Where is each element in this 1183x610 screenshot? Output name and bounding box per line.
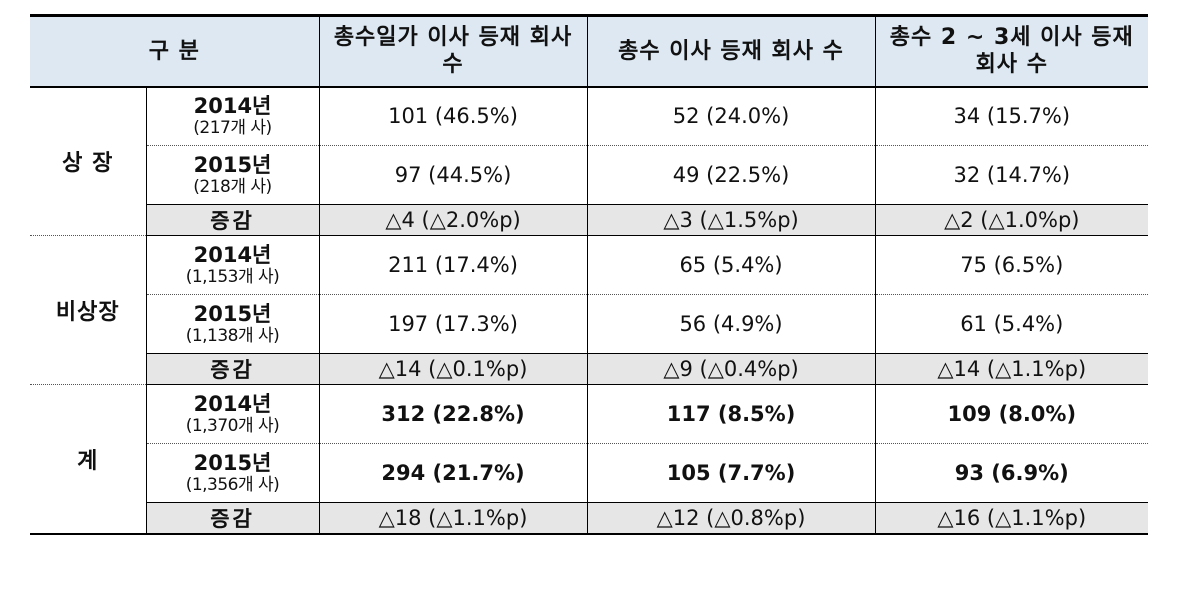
company-count: (218개 사) bbox=[193, 176, 272, 197]
value-cell: 294 (21.7%) bbox=[319, 443, 588, 503]
value-cell: 93 (6.9%) bbox=[875, 443, 1149, 503]
year-cell: 2014년 (1,370개 사) bbox=[146, 384, 320, 444]
value-cell: 32 (14.7%) bbox=[875, 145, 1149, 205]
value-cell: 101 (46.5%) bbox=[319, 86, 588, 146]
change-label: 증감 bbox=[146, 502, 320, 535]
change-cell: △16 (△1.1%p) bbox=[875, 502, 1149, 535]
change-cell: △3 (△1.5%p) bbox=[587, 204, 876, 236]
value-cell: 56 (4.9%) bbox=[587, 294, 876, 354]
header-heirs: 총수 2 ~ 3세 이사 등재 회사 수 bbox=[875, 14, 1149, 88]
group-label-total: 계 bbox=[30, 384, 147, 535]
year-label: 2015년 bbox=[193, 152, 272, 177]
table-row: 2015년 (1,356개 사) 294 (21.7%) 105 (7.7%) 9… bbox=[30, 443, 1149, 503]
change-cell: △12 (△0.8%p) bbox=[587, 502, 876, 535]
company-count: (1,356개 사) bbox=[185, 474, 280, 495]
year-label: 2015년 bbox=[193, 301, 272, 326]
change-cell: △14 (△0.1%p) bbox=[319, 353, 588, 385]
group-label-listed: 상 장 bbox=[30, 86, 147, 236]
change-row: 증감 △18 (△1.1%p) △12 (△0.8%p) △16 (△1.1%p… bbox=[30, 502, 1149, 535]
value-cell: 97 (44.5%) bbox=[319, 145, 588, 205]
value-cell: 34 (15.7%) bbox=[875, 86, 1149, 146]
value-cell: 75 (6.5%) bbox=[875, 235, 1149, 295]
change-label: 증감 bbox=[146, 204, 320, 236]
year-label: 2015년 bbox=[193, 450, 272, 475]
change-cell: △14 (△1.1%p) bbox=[875, 353, 1149, 385]
table-container: 구 분 총수일가 이사 등재 회사 수 총수 이사 등재 회사 수 총수 2 ~… bbox=[30, 14, 1149, 535]
value-cell: 197 (17.3%) bbox=[319, 294, 588, 354]
value-cell: 117 (8.5%) bbox=[587, 384, 876, 444]
company-count: (217개 사) bbox=[193, 117, 272, 138]
change-cell: △9 (△0.4%p) bbox=[587, 353, 876, 385]
value-cell: 65 (5.4%) bbox=[587, 235, 876, 295]
header-owner: 총수 이사 등재 회사 수 bbox=[587, 14, 876, 88]
director-registration-table: 구 분 총수일가 이사 등재 회사 수 총수 이사 등재 회사 수 총수 2 ~… bbox=[30, 14, 1149, 535]
year-cell: 2015년 (218개 사) bbox=[146, 145, 320, 205]
value-cell: 52 (24.0%) bbox=[587, 86, 876, 146]
header-owner-family: 총수일가 이사 등재 회사 수 bbox=[319, 14, 588, 88]
company-count: (1,370개 사) bbox=[185, 415, 280, 436]
change-cell: △2 (△1.0%p) bbox=[875, 204, 1149, 236]
year-cell: 2014년 (1,153개 사) bbox=[146, 235, 320, 295]
table-row: 상 장 2014년 (217개 사) 101 (46.5%) 52 (24.0%)… bbox=[30, 86, 1149, 236]
year-cell: 2015년 (1,138개 사) bbox=[146, 294, 320, 354]
value-cell: 61 (5.4%) bbox=[875, 294, 1149, 354]
change-label: 증감 bbox=[146, 353, 320, 385]
group-label-unlisted: 비상장 bbox=[30, 235, 147, 385]
company-count: (1,138개 사) bbox=[185, 325, 280, 346]
value-cell: 312 (22.8%) bbox=[319, 384, 588, 444]
value-cell: 105 (7.7%) bbox=[587, 443, 876, 503]
table-row: 2015년 (1,138개 사) 197 (17.3%) 56 (4.9%) 61… bbox=[30, 294, 1149, 354]
year-label: 2014년 bbox=[193, 391, 272, 416]
change-cell: △4 (△2.0%p) bbox=[319, 204, 588, 236]
company-count: (1,153개 사) bbox=[185, 266, 280, 287]
value-cell: 109 (8.0%) bbox=[875, 384, 1149, 444]
header-row: 구 분 총수일가 이사 등재 회사 수 총수 이사 등재 회사 수 총수 2 ~… bbox=[30, 14, 1149, 88]
value-cell: 211 (17.4%) bbox=[319, 235, 588, 295]
change-row: 증감 △14 (△0.1%p) △9 (△0.4%p) △14 (△1.1%p) bbox=[30, 353, 1149, 385]
value-cell: 49 (22.5%) bbox=[587, 145, 876, 205]
year-cell: 2015년 (1,356개 사) bbox=[146, 443, 320, 503]
change-row: 증감 △4 (△2.0%p) △3 (△1.5%p) △2 (△1.0%p) bbox=[30, 204, 1149, 236]
year-label: 2014년 bbox=[193, 242, 272, 267]
change-cell: △18 (△1.1%p) bbox=[319, 502, 588, 535]
table-row: 2015년 (218개 사) 97 (44.5%) 49 (22.5%) 32 (… bbox=[30, 145, 1149, 205]
header-category: 구 분 bbox=[30, 14, 320, 88]
table-row: 비상장 2014년 (1,153개 사) 211 (17.4%) 65 (5.4%… bbox=[30, 235, 1149, 385]
year-cell: 2014년 (217개 사) bbox=[146, 86, 320, 146]
table-row: 계 2014년 (1,370개 사) 312 (22.8%) 117 (8.5%)… bbox=[30, 384, 1149, 535]
year-label: 2014년 bbox=[193, 93, 272, 118]
